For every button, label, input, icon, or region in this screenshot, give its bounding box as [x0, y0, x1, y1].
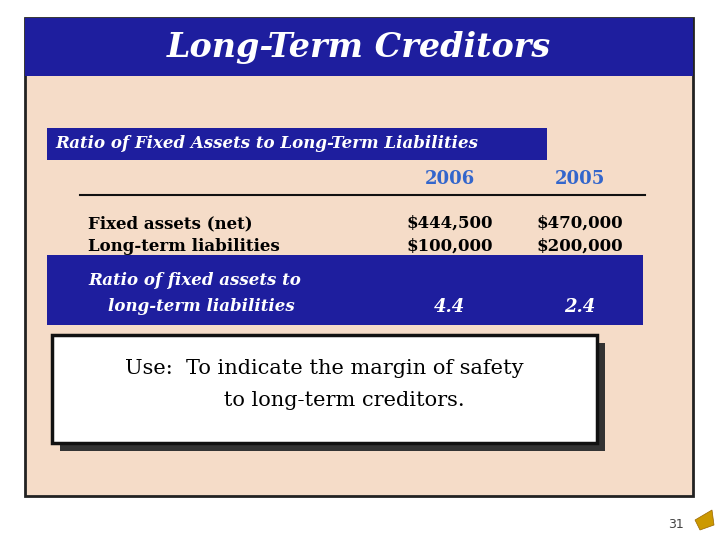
- FancyBboxPatch shape: [25, 18, 693, 76]
- Text: $200,000: $200,000: [536, 238, 624, 255]
- Polygon shape: [695, 510, 714, 530]
- Text: $444,500: $444,500: [407, 215, 493, 232]
- Text: 31: 31: [668, 517, 684, 530]
- FancyBboxPatch shape: [47, 255, 643, 325]
- Text: $470,000: $470,000: [536, 215, 624, 232]
- Text: 2005: 2005: [555, 170, 606, 188]
- Text: 4.4: 4.4: [434, 298, 466, 316]
- FancyBboxPatch shape: [47, 128, 547, 160]
- Text: Use:  To indicate the margin of safety: Use: To indicate the margin of safety: [125, 359, 524, 377]
- Text: $100,000: $100,000: [407, 238, 493, 255]
- Text: 2006: 2006: [425, 170, 475, 188]
- Text: Ratio of fixed assets to: Ratio of fixed assets to: [88, 272, 301, 289]
- Text: long-term liabilities: long-term liabilities: [108, 298, 294, 315]
- Text: Fixed assets (net): Fixed assets (net): [88, 215, 253, 232]
- FancyBboxPatch shape: [25, 18, 693, 496]
- Text: 2.4: 2.4: [564, 298, 595, 316]
- Text: Long-term liabilities: Long-term liabilities: [88, 238, 280, 255]
- Text: to long-term creditors.: to long-term creditors.: [184, 390, 465, 409]
- Text: Long-Term Creditors: Long-Term Creditors: [167, 30, 551, 64]
- FancyBboxPatch shape: [60, 343, 605, 451]
- Text: Ratio of Fixed Assets to Long-Term Liabilities: Ratio of Fixed Assets to Long-Term Liabi…: [55, 136, 478, 152]
- FancyBboxPatch shape: [52, 335, 597, 443]
